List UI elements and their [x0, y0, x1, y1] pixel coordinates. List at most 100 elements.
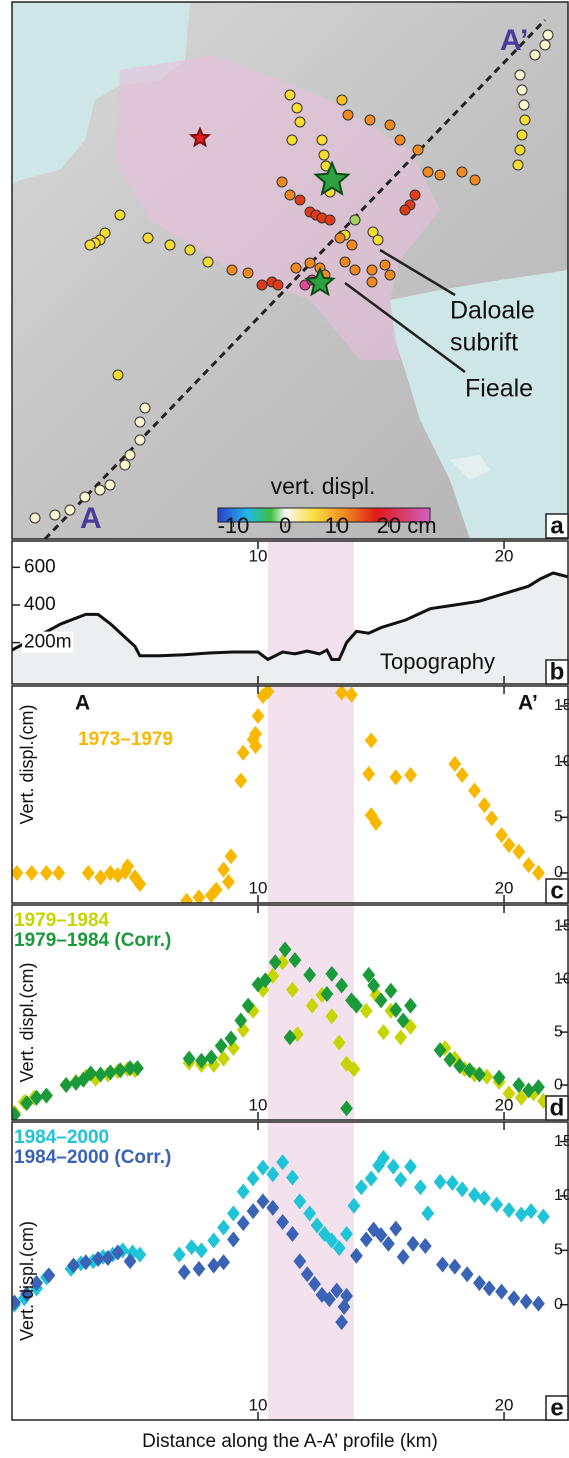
data-point [322, 1291, 336, 1308]
data-point [300, 1266, 314, 1283]
data-point [308, 1276, 322, 1293]
data-point [364, 1170, 378, 1187]
data-point [532, 1295, 545, 1312]
data-point [512, 1077, 526, 1094]
data-point [514, 1206, 528, 1223]
data-point [84, 1065, 98, 1082]
map-point [139, 402, 151, 414]
data-point [502, 1202, 516, 1219]
y-tick-label: 10 [554, 1187, 569, 1204]
data-point [443, 1051, 457, 1068]
panel-border [11, 1, 569, 540]
data-point [445, 1174, 459, 1191]
map-point [339, 256, 351, 268]
map-point [456, 166, 468, 178]
map-point [316, 134, 328, 146]
data-point [404, 767, 417, 784]
label-bg [22, 556, 58, 578]
data-point [315, 1286, 329, 1303]
data-point [514, 1089, 528, 1106]
data-point [123, 1253, 137, 1270]
data-point [455, 1181, 469, 1198]
data-point [369, 814, 383, 831]
panel-label-box [545, 513, 569, 539]
data-point [340, 1226, 353, 1243]
data-point [104, 864, 117, 881]
data-point [111, 1244, 125, 1261]
data-point [389, 1001, 403, 1018]
data-point [335, 1314, 349, 1331]
x-tick-label: 20 [495, 878, 514, 897]
map-point [226, 264, 238, 276]
data-point [473, 1274, 486, 1291]
data-point [89, 1070, 103, 1087]
map-point [364, 114, 376, 126]
data-point [438, 1039, 452, 1056]
data-point [433, 1173, 447, 1190]
data-point [121, 858, 135, 875]
data-point [192, 889, 206, 903]
data-point [330, 1282, 344, 1299]
map-point [514, 144, 526, 156]
data-point [224, 1030, 238, 1047]
x-tick-label: 20 [495, 1395, 514, 1414]
data-point [468, 782, 481, 799]
map-point [290, 262, 302, 274]
panel-body [12, 686, 545, 903]
data-point [76, 1071, 90, 1088]
data-point [266, 1166, 280, 1183]
data-point [293, 1193, 307, 1210]
data-point [396, 1012, 410, 1029]
volcano-label: Fieale [465, 375, 533, 403]
map-point [379, 259, 391, 271]
map-point [349, 264, 361, 276]
y-tick-label: 15 [554, 917, 569, 934]
legend-entry: 1984–2000 (Corr.) [14, 1147, 171, 1168]
map-point [384, 119, 396, 131]
data-point [406, 1235, 420, 1252]
map-point [294, 116, 306, 128]
data-point [354, 1179, 368, 1196]
map-point [104, 479, 116, 491]
panel-body [12, 905, 550, 1120]
data-point [283, 1029, 297, 1046]
data-point [209, 881, 223, 898]
data-point [374, 1227, 388, 1244]
data-point [246, 1203, 260, 1220]
sea [390, 270, 569, 539]
data-point [477, 797, 491, 814]
data-point [522, 1082, 536, 1099]
panel-border [11, 685, 569, 904]
data-point [30, 1089, 44, 1106]
data-point [359, 1002, 373, 1019]
data-point [502, 837, 516, 854]
data-point [101, 1249, 115, 1266]
map-point [336, 94, 348, 106]
data-point [123, 1060, 137, 1077]
data-point [532, 1079, 545, 1096]
map-point [516, 84, 528, 96]
data-point [377, 1024, 390, 1041]
data-point [485, 810, 499, 827]
data-point [495, 1283, 508, 1300]
map-point [284, 89, 296, 101]
panel-label-box [545, 659, 569, 685]
data-point [350, 1247, 363, 1264]
map-point [512, 159, 524, 171]
data-point [251, 976, 265, 993]
map-point [518, 99, 530, 111]
data-point [224, 848, 238, 865]
data-point [94, 869, 107, 886]
data-point [396, 1248, 410, 1265]
data-point [249, 725, 262, 742]
data-point [12, 864, 24, 881]
topo-line [12, 571, 568, 662]
panel-border [11, 1121, 569, 1421]
data-point [492, 1069, 506, 1086]
data-point [207, 1232, 221, 1249]
data-point [12, 1106, 21, 1120]
map-point [469, 174, 481, 186]
x-tick-label: 10 [249, 878, 268, 897]
panel-label: a [550, 512, 564, 539]
y-tick-label: 15 [554, 1133, 569, 1150]
